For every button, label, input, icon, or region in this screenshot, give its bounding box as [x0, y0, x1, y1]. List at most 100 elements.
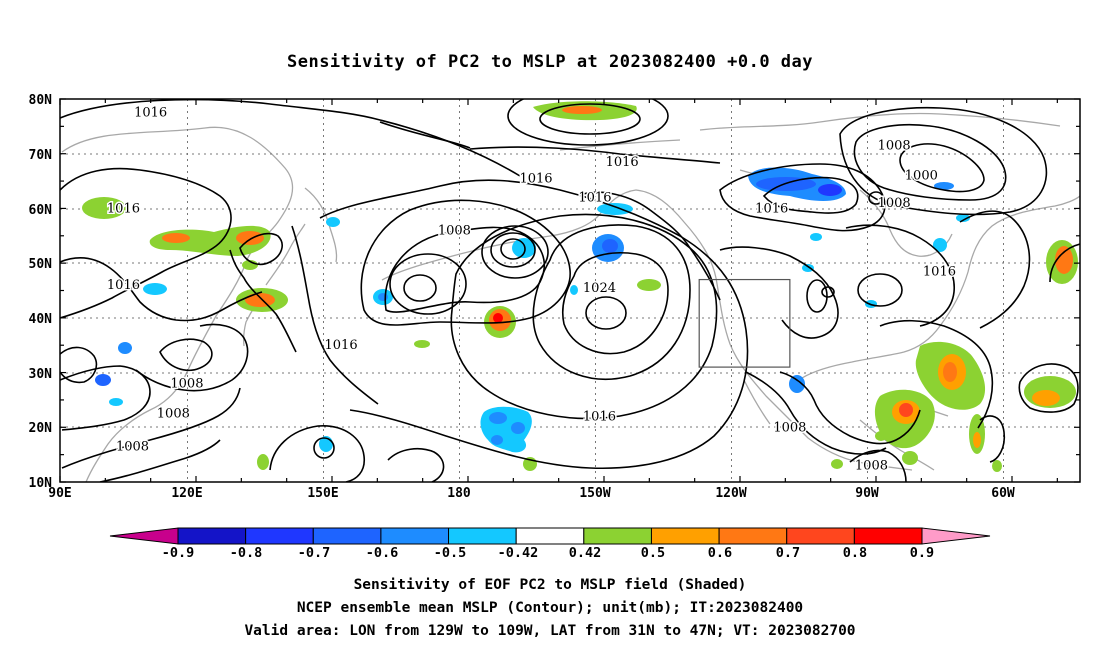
contour-label: 1008: [878, 196, 911, 211]
isobar: [1049, 243, 1080, 283]
isobar: [1018, 363, 1079, 413]
x-tick-label: 150E: [307, 486, 338, 501]
shade-patch: [562, 106, 602, 114]
caption-line-3: Valid area: LON from 129W to 109W, LAT f…: [244, 623, 855, 639]
shade-patch: [82, 197, 126, 219]
shade-patch: [245, 293, 275, 307]
contour-label: 1008: [116, 439, 149, 454]
colorbar-label: 0.9: [910, 545, 934, 561]
colorbar-boxes: [109, 527, 991, 545]
isobar: [579, 191, 721, 301]
shade-patch: [493, 313, 503, 323]
isobar: [60, 256, 263, 322]
colorbar-label: 0.42: [569, 545, 602, 561]
colorbar-box: [380, 527, 450, 545]
shade-patch: [956, 214, 970, 222]
isobar: [959, 210, 1031, 329]
shade-patch: [973, 432, 981, 448]
isobar: [360, 199, 571, 326]
isobar: [99, 439, 221, 482]
isobar: [806, 279, 828, 313]
isobar: [379, 121, 471, 149]
isobar: [60, 365, 151, 431]
shade-patch: [1055, 246, 1073, 274]
isobar: [821, 286, 835, 298]
isobar: [561, 252, 669, 355]
colorbar-label: 0.6: [708, 545, 732, 561]
isobar: [481, 225, 549, 279]
isobar: [879, 319, 994, 429]
contour-label: 1016: [519, 171, 552, 186]
isobar: [839, 106, 1048, 216]
isobar: [779, 371, 921, 445]
isobar: [135, 323, 249, 392]
isobar: [853, 123, 1007, 201]
mslp-contours: [60, 99, 1080, 482]
shade-patch: [511, 422, 525, 434]
colorbar-box: [312, 527, 382, 545]
isobar: [60, 346, 98, 384]
colorbar-label: -0.8: [230, 545, 263, 561]
colorbar-label: -0.9: [162, 545, 195, 561]
colorbar-label: 0.7: [776, 545, 800, 561]
x-tick-label: 150W: [579, 486, 610, 501]
contour-label: 1016: [325, 338, 358, 353]
colorbar-box: [177, 527, 247, 545]
shade-patch: [95, 374, 111, 386]
axis-ticks: [59, 98, 1080, 483]
shade-patch: [933, 238, 947, 252]
colorbar-label: -0.42: [498, 545, 539, 561]
contour-label: 1016: [606, 155, 639, 170]
caption-line-2: NCEP ensemble mean MSLP (Contour); unit(…: [297, 600, 803, 616]
isobar: [60, 167, 232, 319]
isobar: [389, 253, 467, 315]
map-plot-area: 1016 1016 1016 1016 1008 1024 1016 1016 1016 1008…: [59, 98, 1081, 483]
shade-patch: [899, 403, 913, 417]
isobar: [507, 99, 669, 146]
shade-patch: [802, 264, 814, 272]
y-tick-label: 10N: [29, 476, 53, 491]
isobar: [319, 179, 749, 470]
shade-patch: [637, 279, 661, 291]
y-tick-label: 30N: [29, 367, 53, 382]
shade-patch: [326, 217, 340, 227]
shade-patch: [109, 398, 123, 406]
colorbar-box: [853, 527, 923, 545]
contour-label: 1016: [578, 190, 611, 205]
isobar: [585, 296, 627, 330]
contour-label: 1016: [583, 409, 616, 424]
contour-label: 1008: [855, 459, 888, 474]
shade-patch: [902, 451, 918, 465]
isobar: [532, 224, 691, 380]
colorbar-label: -0.6: [366, 545, 399, 561]
y-tick-label: 60N: [29, 203, 53, 218]
contour-label: 1016: [134, 106, 167, 121]
contour-label: 1016: [107, 278, 140, 293]
isobar: [159, 338, 213, 372]
isobar: [469, 146, 721, 164]
isobar: [539, 103, 641, 135]
y-tick-label: 20N: [29, 421, 53, 436]
shade-patch: [810, 233, 822, 241]
contour-label: 1024: [583, 281, 616, 296]
shade-patch: [818, 184, 842, 196]
y-tick-label: 80N: [29, 93, 53, 108]
y-tick-label: 50N: [29, 257, 53, 272]
isobar: [239, 232, 283, 266]
isobar: [403, 274, 437, 302]
isobar: [719, 246, 839, 339]
contour-label: 1016: [107, 201, 140, 216]
isobar: [229, 249, 297, 353]
isobar: [868, 191, 884, 205]
contour-label: 1016: [923, 264, 956, 279]
isobar: [61, 387, 241, 469]
map-title: Sensitivity of PC2 to MSLP at 2023082400…: [287, 52, 813, 72]
isobar: [291, 225, 379, 405]
contour-labels: 1016 1016 1016 1016 1008 1024 1016 1016 1016 1008…: [105, 104, 957, 475]
isobar: [387, 447, 445, 482]
isobar: [899, 143, 985, 193]
colorbar-label: 0.8: [843, 545, 867, 561]
isobar: [500, 238, 526, 260]
colorbar-box: [718, 527, 788, 545]
